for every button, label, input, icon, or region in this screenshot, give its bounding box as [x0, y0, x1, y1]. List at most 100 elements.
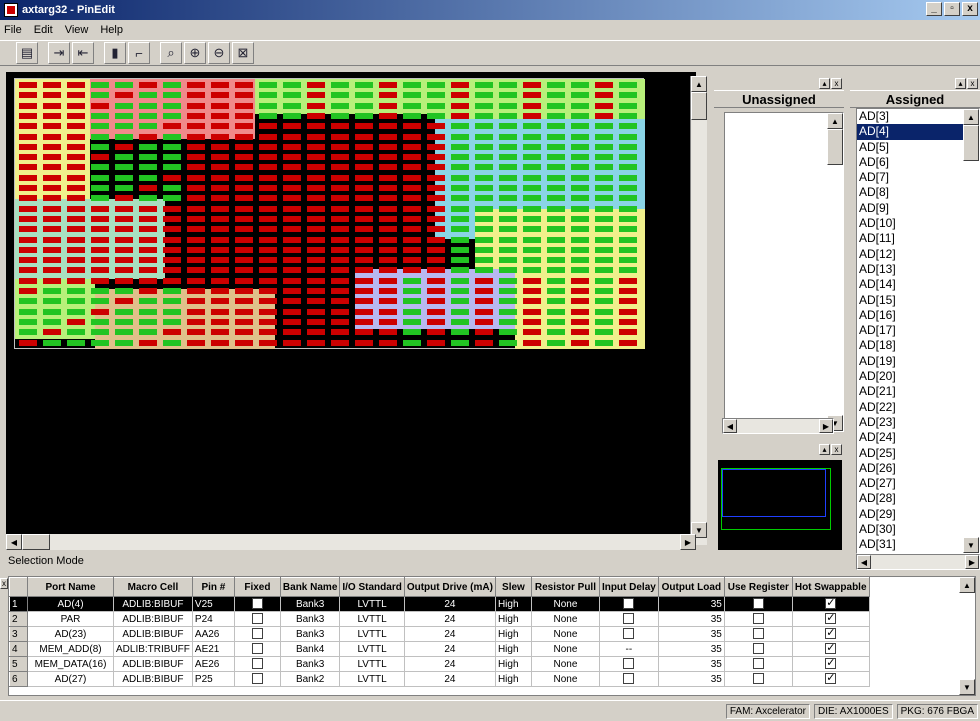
- pin-cell[interactable]: [523, 246, 541, 253]
- use-register-cell[interactable]: [724, 596, 793, 612]
- pin-cell[interactable]: [67, 226, 85, 233]
- drive-cell[interactable]: 24: [404, 656, 496, 672]
- checkbox[interactable]: [752, 613, 764, 625]
- pin-cell[interactable]: [451, 185, 469, 191]
- pin-cell[interactable]: [187, 174, 205, 181]
- pin-cell[interactable]: [67, 154, 85, 161]
- pin-cell[interactable]: [283, 308, 301, 315]
- pin-cell[interactable]: [19, 288, 37, 294]
- bank-cell[interactable]: Bank4: [280, 641, 341, 657]
- pin-cell[interactable]: [499, 236, 517, 243]
- pin-cell[interactable]: [307, 143, 325, 150]
- input-delay-cell[interactable]: [599, 626, 659, 642]
- use-register-cell[interactable]: [724, 641, 793, 657]
- pin-cell[interactable]: [283, 205, 301, 212]
- pin-cell[interactable]: [259, 288, 277, 294]
- pin-cell[interactable]: [403, 133, 421, 140]
- pin-cell[interactable]: [283, 112, 301, 119]
- pin-cell[interactable]: [235, 185, 253, 191]
- pin-cell[interactable]: [547, 164, 565, 171]
- pin-cell[interactable]: [43, 246, 61, 253]
- pin-cell[interactable]: [499, 154, 517, 161]
- panel-restore-icon[interactable]: ▴: [955, 77, 966, 89]
- pin-cell[interactable]: [163, 339, 181, 346]
- pin-cell[interactable]: [235, 318, 253, 325]
- output-load-cell[interactable]: 35: [658, 671, 725, 687]
- pin-cell[interactable]: [91, 215, 109, 222]
- pin-cell[interactable]: [331, 102, 349, 109]
- pin-cell[interactable]: [307, 288, 325, 294]
- pin-cell[interactable]: [259, 267, 277, 274]
- slew-cell[interactable]: High: [495, 611, 532, 627]
- assigned-list-item[interactable]: AD[21]: [859, 384, 896, 399]
- pin-cell[interactable]: [19, 112, 37, 119]
- pin-cell[interactable]: [403, 246, 421, 253]
- pin-cell[interactable]: [67, 257, 85, 264]
- pin-cell[interactable]: [19, 185, 37, 191]
- pin-cell[interactable]: [331, 308, 349, 315]
- pin-cell[interactable]: [307, 154, 325, 161]
- pin-cell[interactable]: [595, 215, 613, 222]
- pin-cell[interactable]: [355, 92, 373, 99]
- macro-cell[interactable]: ADLIB:BIBUF: [113, 596, 193, 612]
- pin-cell[interactable]: [187, 246, 205, 253]
- pin-cell[interactable]: [115, 133, 133, 140]
- pin-cell[interactable]: [235, 102, 253, 109]
- slew-cell[interactable]: High: [495, 641, 532, 657]
- pin-cell[interactable]: [163, 329, 181, 336]
- pin-cell[interactable]: [187, 195, 205, 202]
- fixed-cell[interactable]: [234, 671, 281, 687]
- pin-cell[interactable]: [115, 154, 133, 161]
- pin-cell[interactable]: [523, 143, 541, 150]
- pin-cell[interactable]: [43, 298, 61, 305]
- pin-cell[interactable]: [355, 143, 373, 150]
- pin-cell[interactable]: [139, 226, 157, 233]
- pin-cell[interactable]: [595, 195, 613, 202]
- pin-cell[interactable]: [331, 82, 349, 88]
- pin-cell[interactable]: [403, 298, 421, 305]
- pin-cell[interactable]: [235, 123, 253, 130]
- pin-cell[interactable]: [91, 205, 109, 212]
- pin-cell[interactable]: [379, 112, 397, 119]
- pin-cell[interactable]: [235, 143, 253, 150]
- pin-cell[interactable]: [379, 92, 397, 99]
- pin-cell[interactable]: [259, 257, 277, 264]
- column-header[interactable]: Port Name: [27, 577, 114, 597]
- zoom-in-icon[interactable]: ⊕: [184, 42, 206, 64]
- pin-cell[interactable]: [451, 123, 469, 130]
- pin-cell[interactable]: [163, 154, 181, 161]
- pin-cell[interactable]: [403, 112, 421, 119]
- pin-cell[interactable]: [475, 277, 493, 284]
- table-row[interactable]: 3 AD(23) ADLIB:BIBUF AA26 Bank3 LVTTL 24 High No…: [9, 626, 870, 642]
- pin-cell[interactable]: [499, 288, 517, 294]
- pin-cell[interactable]: [331, 205, 349, 212]
- pin-cell[interactable]: [67, 92, 85, 99]
- pin-cell[interactable]: [43, 329, 61, 336]
- pin-cell[interactable]: [427, 277, 445, 284]
- pin-cell[interactable]: [139, 267, 157, 274]
- pin-cell[interactable]: [475, 318, 493, 325]
- pin-cell[interactable]: [115, 267, 133, 274]
- pin-cell[interactable]: [427, 143, 445, 150]
- pin-cell[interactable]: [379, 226, 397, 233]
- pin-cell[interactable]: [259, 133, 277, 140]
- slew-cell[interactable]: High: [495, 656, 532, 672]
- io-standard-cell[interactable]: LVTTL: [339, 626, 405, 642]
- pin-cell[interactable]: [595, 298, 613, 305]
- checkbox[interactable]: [623, 673, 635, 685]
- pin-cell[interactable]: [211, 288, 229, 294]
- pin-cell[interactable]: [307, 205, 325, 212]
- checkbox[interactable]: [251, 673, 263, 685]
- checkbox[interactable]: [752, 658, 764, 670]
- pin-cell[interactable]: [619, 236, 637, 243]
- pin-cell[interactable]: [307, 185, 325, 191]
- pin-cell[interactable]: [547, 267, 565, 274]
- pin-cell[interactable]: [235, 308, 253, 315]
- assigned-list-item[interactable]: AD[4]: [857, 124, 979, 140]
- pin-cell[interactable]: [619, 195, 637, 202]
- pin-cell[interactable]: [91, 154, 109, 161]
- pin-cell[interactable]: [571, 82, 589, 88]
- menu-file[interactable]: File: [4, 24, 22, 36]
- pin-cell[interactable]: [331, 236, 349, 243]
- pin-cell[interactable]: [475, 246, 493, 253]
